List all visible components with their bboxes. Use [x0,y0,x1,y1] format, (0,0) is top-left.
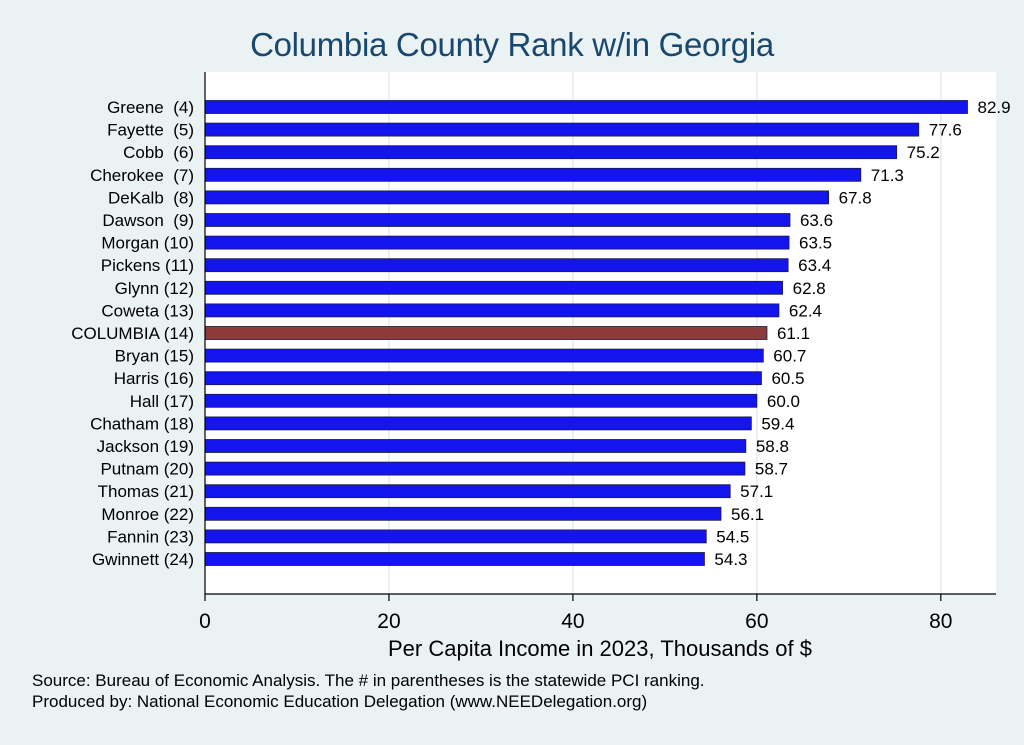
value-label: 63.5 [799,234,832,253]
bar [204,213,791,227]
value-label: 62.4 [789,301,822,320]
bar [204,100,968,114]
value-label: 75.2 [907,143,940,162]
bar [204,145,898,160]
category-label: Fayette (5) [107,121,194,140]
bar [204,416,752,431]
producer-note: Produced by: National Economic Education… [32,692,648,711]
x-tick-label: 40 [561,610,584,633]
bar [204,258,789,273]
category-label: Dawson (9) [102,211,194,230]
x-axis-title: Per Capita Income in 2023, Thousands of … [388,636,812,661]
x-axis-ticks: 0 20 40 60 80 [199,594,952,633]
value-label: 58.7 [755,460,788,479]
category-label: COLUMBIA (14) [71,324,194,343]
category-label: Gwinnett (24) [92,550,194,569]
bar [204,122,920,137]
bar [204,393,758,408]
category-label: Greene (4) [107,98,194,117]
category-label: Pickens (11) [101,256,194,275]
bar [204,439,747,453]
value-labels: 82.9 77.6 75.271.3 67.8 63.6 63.5 63.4 62.8 62.4… [714,98,1010,569]
bar [204,167,862,182]
category-label: Putnam (20) [100,460,194,479]
x-tick-label: 60 [745,610,768,633]
bar [204,529,707,544]
bar [204,484,731,499]
bar [204,235,790,250]
value-label: 62.8 [793,279,826,298]
x-tick-label: 80 [929,610,952,633]
value-label: 71.3 [871,166,904,185]
category-label: DeKalb (8) [108,188,194,207]
source-note: Source: Bureau of Economic Analysis. The… [32,671,705,690]
chart-title: Columbia County Rank w/in Georgia [250,26,774,63]
category-labels: Greene (4) Fayette (5) Cobb (6) Cherokee (7… [71,98,194,569]
category-label: Cobb (6) [123,143,194,162]
value-label: 82.9 [977,98,1010,117]
bars [204,100,968,566]
bar [204,280,784,295]
value-label: 61.1 [777,324,810,343]
category-label: Monroe (22) [101,505,194,524]
category-label: Bryan (15) [115,347,194,366]
category-label: Harris (16) [114,369,194,388]
value-label: 67.8 [839,188,872,207]
value-label: 54.5 [716,527,749,546]
bar [204,348,764,363]
value-label: 56.1 [731,505,764,524]
category-label: Chatham (18) [90,414,194,433]
value-label: 54.3 [714,550,747,569]
category-label: Cherokee (7) [90,166,194,185]
category-label: Coweta (13) [101,301,194,320]
bar [204,506,722,521]
value-label: 63.6 [800,211,833,230]
bar [204,190,830,205]
value-label: 60.0 [767,392,800,411]
value-label: 57.1 [740,482,773,501]
value-label: 59.4 [761,414,794,433]
value-label: 63.4 [798,256,831,275]
category-label: Thomas (21) [98,482,194,501]
category-label: Glynn (12) [115,279,194,298]
value-label: 77.6 [929,121,962,140]
category-label: Fannin (23) [107,527,194,546]
x-tick-label: 20 [377,610,400,633]
bar [204,552,705,566]
value-label: 58.8 [756,437,789,456]
bar [204,303,780,318]
value-label: 60.7 [773,347,806,366]
x-tick-label: 0 [199,610,211,633]
category-label: Jackson (19) [97,437,194,456]
value-label: 60.5 [771,369,804,388]
bar [204,326,768,340]
bar [204,371,762,386]
bar [204,461,746,476]
category-label: Morgan (10) [101,234,194,253]
category-label: Hall (17) [130,392,194,411]
